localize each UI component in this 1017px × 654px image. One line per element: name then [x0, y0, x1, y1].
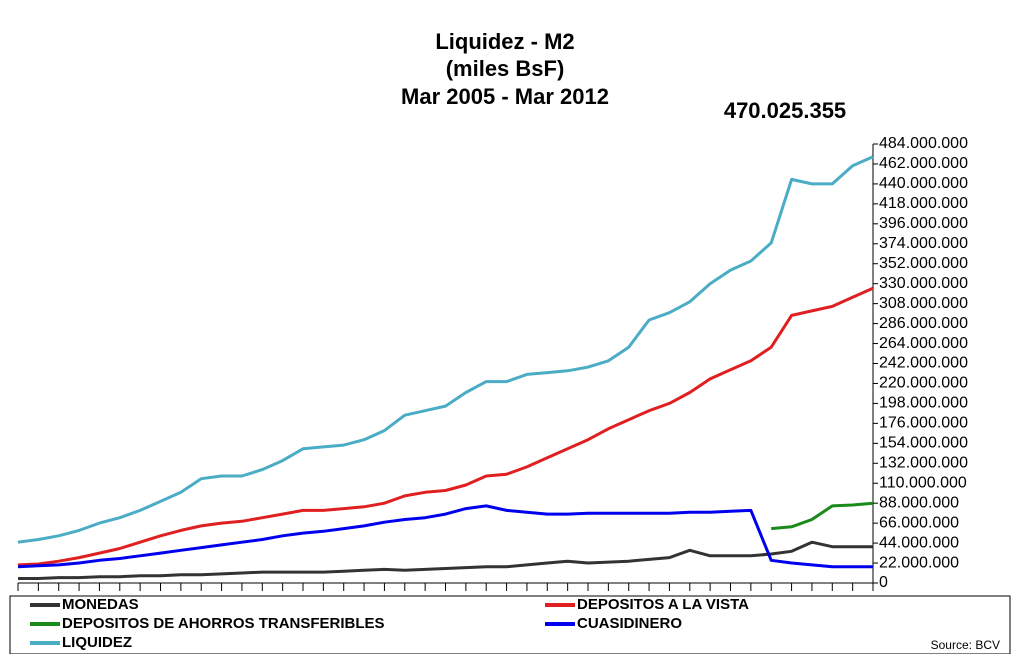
y-tick-label: 440.000.000 — [879, 175, 968, 192]
legend-label: DEPOSITOS A LA VISTA — [577, 596, 749, 613]
y-tick-label: 484.000.000 — [879, 135, 968, 152]
annotation: 470.025.355 — [724, 98, 846, 123]
y-tick-label: 66.000.000 — [879, 514, 959, 531]
y-tick-label: 242.000.000 — [879, 355, 968, 372]
y-tick-label: 330.000.000 — [879, 275, 968, 292]
y-tick-label: 264.000.000 — [879, 335, 968, 352]
y-tick-label: 198.000.000 — [879, 395, 968, 412]
y-tick-label: 22.000.000 — [879, 554, 959, 571]
chart-title: Liquidez - M2 — [435, 29, 574, 54]
source: Source: BCV — [931, 638, 1000, 652]
y-tick-label: 220.000.000 — [879, 375, 968, 392]
y-tick-label: 286.000.000 — [879, 315, 968, 332]
series-line — [17, 286, 874, 567]
legend-box — [9, 595, 1011, 654]
y-tick-label: 352.000.000 — [879, 255, 968, 272]
y-tick-label: 88.000.000 — [879, 494, 959, 511]
y-tick-label: 462.000.000 — [879, 155, 968, 172]
series-line — [771, 501, 874, 531]
legend-label: LIQUIDEZ — [62, 634, 132, 651]
series-line — [17, 504, 873, 569]
y-tick-label: 418.000.000 — [879, 195, 968, 212]
chart-subtitle: Mar 2005 - Mar 2012 — [401, 84, 609, 109]
series-line — [17, 155, 874, 544]
y-tick-label: 0 — [879, 574, 888, 591]
y-tick-label: 154.000.000 — [879, 435, 968, 452]
legend-label: CUASIDINERO — [577, 615, 682, 632]
legend-label: MONEDAS — [62, 596, 139, 613]
y-tick-label: 176.000.000 — [879, 415, 968, 432]
y-tick-label: 132.000.000 — [879, 454, 968, 471]
y-tick-label: 308.000.000 — [879, 295, 968, 312]
y-tick-label: 396.000.000 — [879, 215, 968, 232]
y-tick-label: 374.000.000 — [879, 235, 968, 252]
legend-label: DEPOSITOS DE AHORROS TRANSFERIBLES — [62, 615, 385, 632]
y-tick-label: 44.000.000 — [879, 534, 959, 551]
series-line — [18, 540, 873, 580]
chart-subtitle: (miles BsF) — [446, 56, 565, 81]
y-tick-label: 110.000.000 — [879, 474, 967, 491]
